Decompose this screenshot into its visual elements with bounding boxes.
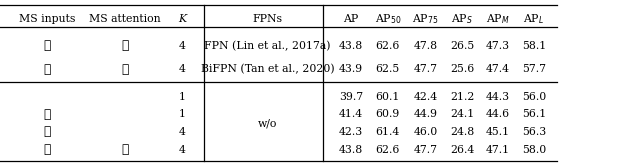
Text: 39.7: 39.7: [339, 92, 363, 102]
Text: 1: 1: [179, 109, 185, 119]
Text: 4: 4: [179, 127, 185, 137]
Text: 24.8: 24.8: [450, 127, 474, 137]
Text: BiFPN (Tan et al., 2020): BiFPN (Tan et al., 2020): [201, 64, 334, 74]
Text: FPN (Lin et al., 2017a): FPN (Lin et al., 2017a): [204, 41, 331, 51]
Text: 26.4: 26.4: [450, 145, 474, 155]
Text: FPNs: FPNs: [253, 14, 282, 24]
Text: ✓: ✓: [43, 108, 51, 121]
Text: 47.8: 47.8: [413, 41, 438, 51]
Text: ✓: ✓: [43, 63, 51, 76]
Text: 42.3: 42.3: [339, 127, 363, 137]
Text: 26.5: 26.5: [450, 41, 474, 51]
Text: 58.0: 58.0: [522, 145, 546, 155]
Text: 61.4: 61.4: [376, 127, 400, 137]
Text: 60.1: 60.1: [376, 92, 400, 102]
Text: 41.4: 41.4: [339, 109, 363, 119]
Text: 4: 4: [179, 41, 185, 51]
Text: 62.6: 62.6: [376, 41, 400, 51]
Text: 21.2: 21.2: [450, 92, 474, 102]
Text: 62.6: 62.6: [376, 145, 400, 155]
Text: 44.6: 44.6: [486, 109, 510, 119]
Text: 44.3: 44.3: [486, 92, 510, 102]
Text: K: K: [178, 14, 186, 24]
Text: ✓: ✓: [121, 143, 129, 156]
Text: 60.9: 60.9: [376, 109, 400, 119]
Text: 56.0: 56.0: [522, 92, 546, 102]
Text: 24.1: 24.1: [450, 109, 474, 119]
Text: 43.9: 43.9: [339, 64, 363, 74]
Text: ✓: ✓: [121, 63, 129, 76]
Text: AP$_S$: AP$_S$: [451, 12, 473, 26]
Text: 42.4: 42.4: [413, 92, 438, 102]
Text: ✓: ✓: [43, 125, 51, 138]
Text: 56.3: 56.3: [522, 127, 546, 137]
Text: 47.1: 47.1: [486, 145, 510, 155]
Text: 62.5: 62.5: [376, 64, 400, 74]
Text: AP$_{75}$: AP$_{75}$: [412, 12, 439, 26]
Text: 47.3: 47.3: [486, 41, 510, 51]
Text: 43.8: 43.8: [339, 41, 363, 51]
Text: 25.6: 25.6: [450, 64, 474, 74]
Text: 47.7: 47.7: [413, 145, 438, 155]
Text: w/o: w/o: [258, 118, 277, 128]
Text: ✓: ✓: [121, 39, 129, 52]
Text: AP: AP: [343, 14, 358, 24]
Text: 56.1: 56.1: [522, 109, 546, 119]
Text: MS attention: MS attention: [89, 14, 161, 24]
Text: 45.1: 45.1: [486, 127, 510, 137]
Text: 47.7: 47.7: [413, 64, 438, 74]
Text: ✓: ✓: [43, 143, 51, 156]
Text: AP$_{50}$: AP$_{50}$: [374, 12, 401, 26]
Text: 44.9: 44.9: [413, 109, 438, 119]
Text: MS inputs: MS inputs: [19, 14, 75, 24]
Text: AP$_L$: AP$_L$: [523, 12, 545, 26]
Text: ✓: ✓: [43, 39, 51, 52]
Text: 46.0: 46.0: [413, 127, 438, 137]
Text: 47.4: 47.4: [486, 64, 510, 74]
Text: 57.7: 57.7: [522, 64, 546, 74]
Text: 4: 4: [179, 145, 185, 155]
Text: 58.1: 58.1: [522, 41, 546, 51]
Text: 4: 4: [179, 64, 185, 74]
Text: AP$_M$: AP$_M$: [486, 12, 510, 26]
Text: 1: 1: [179, 92, 185, 102]
Text: 43.8: 43.8: [339, 145, 363, 155]
